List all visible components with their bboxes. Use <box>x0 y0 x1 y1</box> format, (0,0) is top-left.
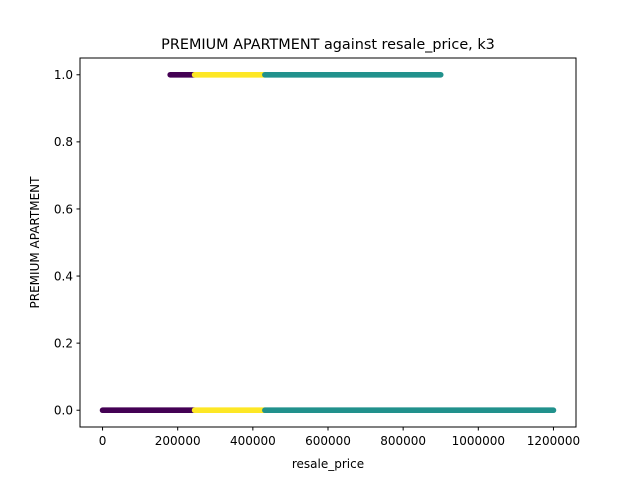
x-tick-label: 400000 <box>230 434 276 448</box>
x-axis-label: resale_price <box>292 457 364 471</box>
x-axis: 0 200000 400000 600000 800000 1000000 1200000 <box>99 427 580 448</box>
plot-area <box>99 71 557 414</box>
x-tick-label: 200000 <box>155 434 201 448</box>
x-tick-label: 1000000 <box>452 434 505 448</box>
y-tick-label: 0.8 <box>54 135 73 149</box>
y-tick-label: 1.0 <box>54 68 73 82</box>
x-tick-label: 600000 <box>305 434 351 448</box>
y-tick-label: 0.0 <box>54 404 73 418</box>
y-tick-label: 0.2 <box>54 336 73 350</box>
plot-frame <box>79 57 577 428</box>
x-tick-label: 800000 <box>380 434 426 448</box>
chart-title: PREMIUM APARTMENT against resale_price, … <box>161 37 495 53</box>
y-tick-label: 0.4 <box>54 269 73 283</box>
y-tick-label: 0.6 <box>54 202 73 216</box>
x-tick-label: 0 <box>99 434 107 448</box>
y-axis: 0.0 0.2 0.4 0.6 0.8 1.0 <box>54 68 80 418</box>
x-tick-label: 1200000 <box>527 434 580 448</box>
y-axis-label: PREMIUM APARTMENT <box>28 176 42 309</box>
